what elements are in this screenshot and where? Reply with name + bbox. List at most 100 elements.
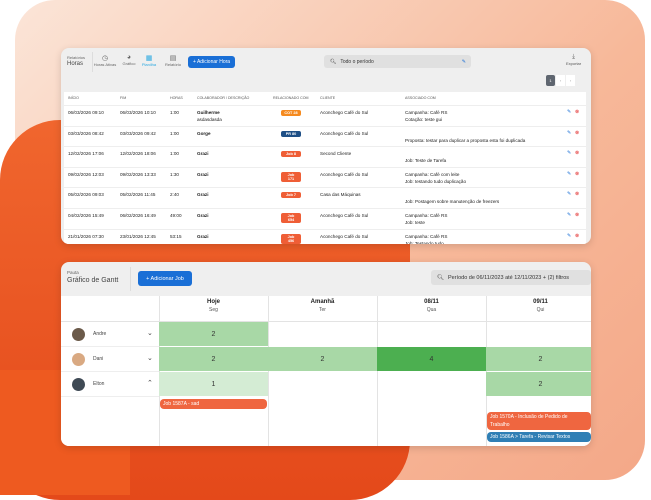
end-cell: 06/02/2026 16:49 (120, 213, 156, 218)
person-name: Elton (93, 381, 105, 387)
end-cell: 06/03/2026 10:10 (120, 110, 156, 115)
filter-search[interactable]: 🔍︎ Período de 06/11/2023 até 12/11/2023 +… (431, 270, 591, 285)
related-badge[interactable]: Job 654 (281, 213, 301, 223)
start-cell: 21/01/2026 07:30 (68, 233, 104, 239)
workload-cell[interactable]: 2 (159, 347, 268, 371)
export-button[interactable]: ⤓ Exportar (566, 54, 581, 66)
associated-line-1: Campanha: Café RS (405, 213, 448, 218)
start-cell: 03/03/2026 08:42 (68, 130, 104, 136)
view-tab-2[interactable]: ▦ Planilha (137, 54, 161, 67)
table-row[interactable]: 05/02/2026 09:03 05/02/2026 11:45 2:40 G… (64, 187, 586, 207)
table-row[interactable]: 06/03/2026 09:10 06/03/2026 10:10 1:00 G… (64, 105, 586, 125)
workload-cell[interactable]: 2 (486, 372, 591, 396)
end-cell: 05/02/2026 11:45 (120, 192, 156, 198)
client-cell: Second Cliente (320, 151, 352, 157)
edit-icon[interactable]: ✎ (567, 232, 572, 239)
start-cell: 05/02/2026 09:03 (68, 192, 104, 198)
gantt-panel: Pauta Gráfico de Gantt + Adicionar Job 🔍… (61, 262, 591, 446)
related-badge[interactable]: COT 28 (281, 110, 301, 116)
job-bar[interactable]: Job 1586A > Tarefa - Revisar Textos (487, 432, 591, 442)
workload-cell[interactable]: 2 (486, 347, 591, 371)
workload-cell[interactable]: 2 (159, 322, 268, 346)
page-1[interactable]: 1 (546, 75, 555, 86)
prev-page[interactable]: ‹ (556, 75, 565, 86)
next-page[interactable]: › (566, 75, 575, 86)
related-badge[interactable]: Job 8 (281, 151, 301, 158)
add-hour-button[interactable]: + Adicionar Hora (188, 56, 235, 68)
report-icon: ▤ (169, 55, 177, 62)
end-cell: 12/02/2026 18:06 (120, 151, 156, 157)
chevron-up-icon[interactable]: ⌃ (147, 380, 153, 387)
associated-line-2: Job: testando tudo duplicação (405, 178, 467, 184)
delete-icon[interactable]: ⊗ (575, 170, 580, 177)
delete-icon[interactable]: ⊗ (575, 129, 580, 136)
day-label: Hoje (206, 299, 220, 305)
table-row[interactable]: 21/01/2026 07:30 23/01/2026 12:45 53:15 … (64, 228, 586, 244)
edit-icon[interactable]: ✎ (461, 58, 466, 65)
delete-icon[interactable]: ⊗ (575, 109, 580, 115)
workload-cell[interactable]: 1 (159, 372, 268, 396)
chevron-down-icon[interactable]: ⌄ (147, 330, 153, 337)
person-row[interactable]: Dani ⌄ (61, 347, 159, 372)
related-badge[interactable]: Job 171 (281, 171, 301, 182)
associated-line-2: Cotação: teste gui (405, 117, 443, 122)
person-row[interactable]: Elton ⌃ (61, 372, 159, 397)
associated-line-1: Campanha: Café RS (405, 233, 448, 239)
table-row[interactable]: 09/02/2026 12:03 09/02/2026 13:33 1:30 G… (64, 166, 586, 187)
avatar (72, 328, 85, 341)
related-badge[interactable]: Job 7 (281, 192, 301, 199)
related-badge[interactable]: Job 456 (281, 233, 301, 244)
hours-cell: 53:15 (170, 233, 182, 239)
related-badge[interactable]: PR 80 (281, 130, 301, 137)
pagination: 1 ‹ › (546, 75, 575, 86)
associated-line-2: Job: Teste de Tarefa (405, 158, 447, 164)
edit-icon[interactable]: ✎ (567, 191, 572, 198)
edit-icon[interactable]: ✎ (567, 129, 572, 136)
download-icon: ⤓ (572, 54, 575, 60)
view-label: Horas Ativas (93, 62, 117, 67)
workload-cell[interactable]: 2 (268, 347, 377, 371)
day-label: Amanhã (310, 299, 335, 305)
collaborator-cell: Grazi (197, 192, 209, 198)
description-cell: asdasdasda (197, 117, 222, 122)
person-row[interactable]: Andre ⌄ (61, 322, 159, 347)
client-cell: Aconchego Café do Sul (320, 130, 369, 136)
view-tab-1[interactable]: ◕ Gráfico (117, 54, 141, 66)
table-row[interactable]: 03/03/2026 08:42 03/03/2026 09:42 1:00 G… (64, 125, 586, 146)
edit-icon[interactable]: ✎ (567, 109, 572, 115)
job-bar[interactable]: Job 1587A - sad (160, 399, 267, 409)
table-row[interactable]: 12/02/2026 17:06 12/02/2026 18:06 1:00 G… (64, 146, 586, 166)
edit-icon[interactable]: ✎ (567, 150, 572, 157)
table-row[interactable]: 04/02/2026 15:49 06/02/2026 16:49 49:00 … (64, 208, 586, 228)
associated-line-2: Proposta: testar para duplicar a propost… (405, 137, 526, 143)
delete-icon[interactable]: ⊗ (575, 150, 580, 157)
hours-cell: 49:00 (170, 213, 182, 218)
add-job-button[interactable]: + Adicionar Job (138, 271, 192, 286)
view-tab-0[interactable]: ◷ Horas Ativas (93, 54, 117, 67)
associated-line-2: Job: teste (405, 220, 425, 225)
pie-chart-icon: ◕ (126, 54, 132, 61)
associated-line-2: Job: Postagem sobre manutenção de freeze… (405, 199, 500, 205)
collaborator-cell: Grazi (197, 151, 209, 157)
day-header: Amanhã Ter (268, 299, 377, 313)
delete-icon[interactable]: ⊗ (575, 191, 580, 198)
delete-icon[interactable]: ⊗ (575, 212, 580, 218)
period-search[interactable]: 🔍︎ Todo o período ✎ (324, 55, 471, 68)
workload-cell[interactable]: 4 (377, 347, 486, 371)
delete-icon[interactable]: ⊗ (575, 232, 580, 239)
edit-icon[interactable]: ✎ (567, 170, 572, 177)
chevron-down-icon[interactable]: ⌄ (147, 355, 153, 362)
edit-icon[interactable]: ✎ (567, 212, 572, 218)
search-icon: 🔍︎ (437, 274, 444, 281)
associated-line-1: Campanha: Café com leite (405, 171, 460, 177)
job-bar[interactable]: Job 1570A - Inclusão de Pedido de Trabal… (487, 412, 591, 430)
collaborator-cell: Guilherme (197, 110, 220, 115)
end-cell: 09/02/2026 13:33 (120, 171, 156, 177)
day-label: 08/11 (424, 299, 439, 305)
hours-cell: 1:00 (170, 151, 179, 157)
collaborator-cell: Grazi (197, 171, 209, 177)
grid-icon: ▦ (145, 55, 153, 62)
divider (130, 267, 131, 291)
associated-line-1: Campanha: Café RS (405, 110, 448, 115)
view-tab-3[interactable]: ▤ Relatório (161, 54, 185, 67)
